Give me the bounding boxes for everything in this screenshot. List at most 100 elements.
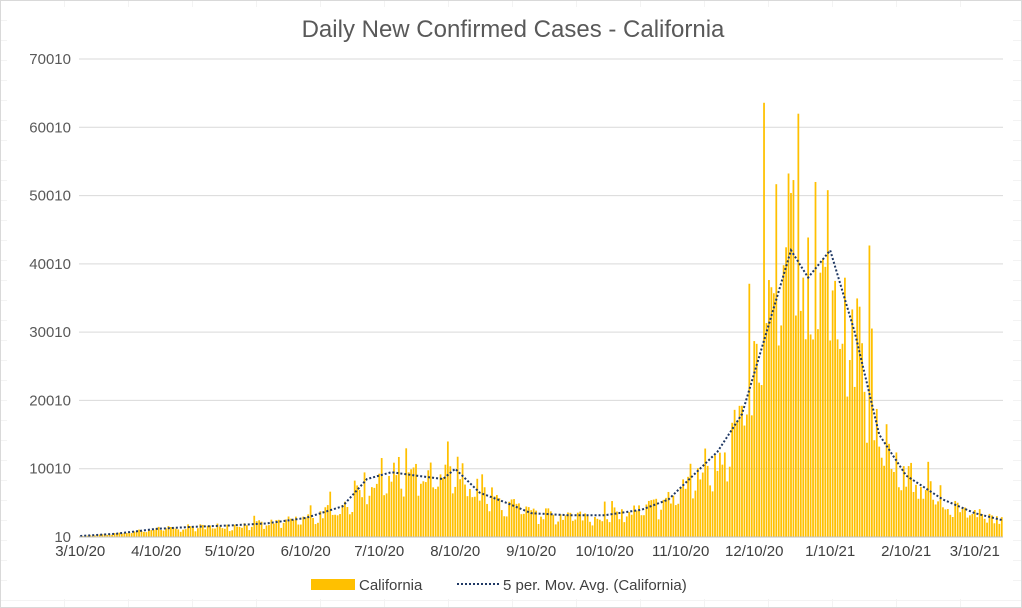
bar bbox=[140, 531, 143, 537]
bar bbox=[910, 462, 912, 537]
bar bbox=[770, 287, 773, 537]
bar bbox=[890, 468, 893, 537]
bar bbox=[346, 507, 349, 537]
bar bbox=[929, 481, 932, 537]
bar bbox=[263, 528, 265, 537]
bar bbox=[743, 425, 746, 537]
bar bbox=[371, 487, 373, 537]
bar bbox=[564, 515, 567, 537]
x-tick-label: 9/10/20 bbox=[506, 543, 556, 560]
bar bbox=[307, 514, 310, 537]
bar bbox=[611, 501, 613, 537]
bar bbox=[238, 526, 241, 537]
bar bbox=[861, 343, 863, 537]
bar bbox=[696, 468, 699, 537]
bar bbox=[834, 280, 836, 537]
bar bbox=[973, 510, 976, 537]
bar bbox=[927, 461, 930, 537]
chart-area[interactable]: Daily New Confirmed Cases - California 1… bbox=[7, 7, 1013, 599]
bar bbox=[704, 448, 707, 537]
bar bbox=[991, 515, 993, 537]
bar bbox=[446, 441, 449, 537]
bar bbox=[287, 516, 290, 537]
bar bbox=[299, 524, 302, 537]
bar bbox=[866, 442, 868, 537]
bar bbox=[236, 526, 238, 537]
bar bbox=[812, 339, 814, 537]
bar bbox=[670, 503, 672, 537]
bar bbox=[253, 515, 256, 537]
y-tick-label: 60010 bbox=[29, 119, 71, 136]
bar bbox=[667, 491, 670, 537]
bar bbox=[150, 530, 153, 537]
bar bbox=[964, 507, 966, 537]
bar bbox=[959, 512, 961, 537]
bar bbox=[184, 529, 187, 537]
bar bbox=[486, 503, 488, 537]
bar bbox=[711, 491, 714, 537]
bar bbox=[157, 526, 160, 537]
bar bbox=[194, 531, 197, 537]
bar bbox=[787, 173, 790, 538]
bar bbox=[125, 533, 128, 537]
legend-label-california: California bbox=[359, 577, 423, 594]
x-tick-label: 4/10/20 bbox=[131, 543, 181, 560]
bar bbox=[439, 474, 442, 537]
bar bbox=[108, 534, 111, 537]
bar bbox=[412, 467, 415, 537]
bar bbox=[584, 513, 586, 537]
bar bbox=[530, 510, 533, 537]
x-tick-label: 6/10/20 bbox=[281, 543, 331, 560]
bar bbox=[505, 516, 508, 537]
bar bbox=[836, 339, 839, 537]
bar bbox=[138, 529, 140, 537]
bar bbox=[765, 323, 768, 537]
bar bbox=[679, 487, 682, 537]
bar bbox=[363, 472, 366, 537]
bar bbox=[314, 524, 317, 537]
bar bbox=[652, 499, 655, 537]
bar bbox=[258, 520, 261, 537]
bar bbox=[650, 500, 653, 537]
bar bbox=[893, 471, 895, 537]
bar bbox=[692, 498, 694, 537]
bar bbox=[201, 524, 204, 537]
bar bbox=[591, 525, 594, 537]
bar bbox=[951, 517, 954, 537]
bar bbox=[851, 309, 854, 537]
bar bbox=[520, 514, 523, 537]
bar bbox=[978, 509, 981, 537]
bar bbox=[101, 534, 104, 537]
bar bbox=[824, 266, 827, 537]
bar bbox=[750, 415, 753, 537]
bar bbox=[804, 339, 807, 537]
bar bbox=[922, 498, 925, 537]
bar bbox=[199, 524, 202, 537]
bar bbox=[981, 514, 984, 537]
bar bbox=[216, 523, 219, 537]
bar bbox=[829, 340, 832, 537]
bar bbox=[272, 523, 275, 537]
bar bbox=[434, 489, 437, 537]
chart-title: Daily New Confirmed Cases - California bbox=[302, 16, 725, 43]
bar bbox=[949, 514, 952, 537]
bar bbox=[682, 479, 685, 537]
bar bbox=[219, 526, 221, 537]
bar bbox=[243, 523, 246, 537]
bar bbox=[471, 497, 474, 537]
bar bbox=[361, 497, 363, 537]
bar bbox=[655, 498, 658, 537]
bar bbox=[118, 532, 121, 537]
bar bbox=[625, 516, 628, 537]
bar bbox=[280, 527, 283, 537]
bar bbox=[741, 405, 743, 537]
bar bbox=[883, 465, 886, 537]
bar bbox=[920, 487, 922, 537]
bar bbox=[792, 180, 795, 537]
bar bbox=[748, 283, 751, 537]
bar bbox=[780, 325, 783, 537]
x-tick-label: 1/10/21 bbox=[805, 543, 855, 560]
y-tick-label: 10010 bbox=[29, 461, 71, 478]
bar bbox=[777, 345, 780, 537]
bar bbox=[956, 502, 959, 537]
